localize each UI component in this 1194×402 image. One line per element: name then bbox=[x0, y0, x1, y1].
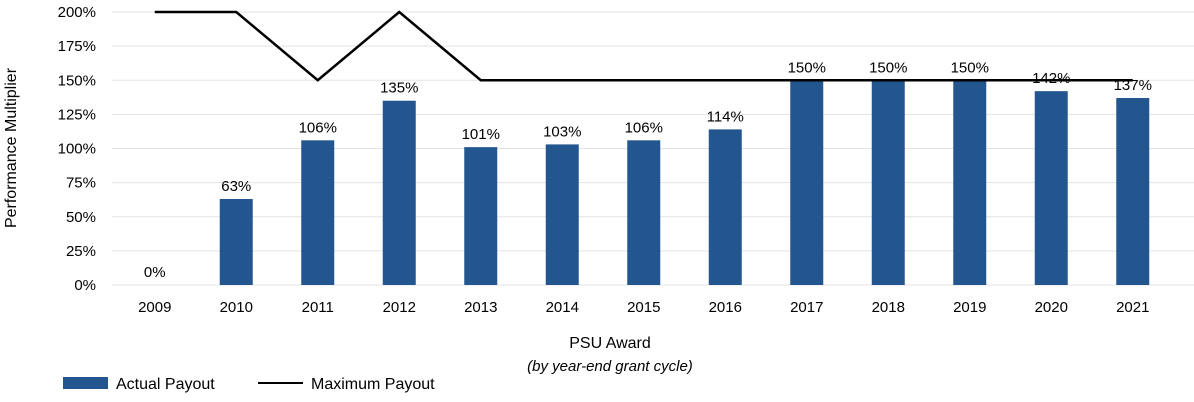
x-tick-label: 2014 bbox=[546, 299, 579, 316]
bar-series-actual-payout bbox=[219, 80, 1150, 286]
data-label: 63% bbox=[221, 178, 251, 195]
bar bbox=[382, 100, 416, 285]
x-axis-title: PSU Award bbox=[569, 335, 651, 352]
x-tick-label: 2017 bbox=[790, 299, 823, 316]
bar bbox=[627, 140, 661, 285]
data-labels: 0% 63% 106% 135% 101% 103% 106% 114% 150% 150% 150… bbox=[144, 59, 1152, 281]
legend-label-maximum-payout: Maximum Payout bbox=[311, 376, 435, 393]
bar bbox=[1034, 91, 1068, 285]
x-tick-label: 2016 bbox=[709, 299, 742, 316]
data-label: 106% bbox=[625, 119, 663, 136]
x-tick-label: 2019 bbox=[953, 299, 986, 316]
x-tick-label: 2011 bbox=[302, 299, 334, 316]
y-tick-label: 50% bbox=[66, 209, 96, 226]
bar bbox=[708, 129, 742, 285]
data-label: 137% bbox=[1114, 77, 1152, 94]
max-payout-line bbox=[154, 10, 1133, 82]
data-label: 150% bbox=[788, 59, 826, 76]
x-tick-label: 2018 bbox=[872, 299, 905, 316]
x-tick-label: 2010 bbox=[220, 299, 253, 316]
data-label: 142% bbox=[1032, 70, 1070, 87]
data-label: 135% bbox=[380, 80, 418, 97]
x-tick-label: 2020 bbox=[1035, 299, 1068, 316]
x-tick-label: 2015 bbox=[627, 299, 660, 316]
y-tick-label: 0% bbox=[74, 277, 96, 294]
bar bbox=[1116, 97, 1150, 286]
line-series-maximum-payout bbox=[154, 10, 1133, 82]
x-tick-label: 2021 bbox=[1116, 299, 1149, 316]
y-tick-label: 200% bbox=[58, 4, 96, 21]
y-tick-label: 100% bbox=[58, 141, 96, 158]
bar bbox=[790, 80, 824, 285]
y-tick-label: 25% bbox=[66, 243, 96, 260]
x-tick-label: 2009 bbox=[138, 299, 171, 316]
y-tick-label: 125% bbox=[58, 106, 96, 123]
data-label: 103% bbox=[543, 123, 581, 140]
x-tick-label: 2012 bbox=[383, 299, 416, 316]
data-label: 114% bbox=[707, 108, 744, 125]
bar bbox=[301, 140, 335, 285]
data-label: 106% bbox=[299, 119, 337, 136]
y-axis-ticks: 0% 25% 50% 75% 100% 125% 150% 175% 200% bbox=[58, 4, 96, 294]
y-tick-label: 175% bbox=[58, 38, 96, 55]
legend: Actual Payout Maximum Payout bbox=[63, 376, 435, 393]
data-label: 101% bbox=[462, 126, 500, 143]
x-axis-ticks: 2009 2010 2011 2012 2013 2014 2015 2016 2017 2018… bbox=[138, 299, 1149, 316]
x-tick-label: 2013 bbox=[464, 299, 497, 316]
y-axis-title: Performance Multiplier bbox=[3, 67, 20, 228]
data-label: 0% bbox=[144, 264, 166, 281]
legend-label-actual-payout: Actual Payout bbox=[116, 376, 215, 393]
data-label: 150% bbox=[951, 59, 989, 76]
bar bbox=[953, 80, 987, 285]
bar bbox=[871, 80, 905, 285]
bar bbox=[219, 199, 253, 285]
bar bbox=[545, 144, 579, 285]
x-axis-subtitle: (by year-end grant cycle) bbox=[527, 358, 693, 375]
y-tick-label: 150% bbox=[58, 72, 96, 89]
legend-swatch-actual-payout bbox=[63, 377, 108, 389]
data-label: 150% bbox=[869, 59, 907, 76]
bar bbox=[464, 147, 498, 285]
y-tick-label: 75% bbox=[66, 175, 96, 192]
